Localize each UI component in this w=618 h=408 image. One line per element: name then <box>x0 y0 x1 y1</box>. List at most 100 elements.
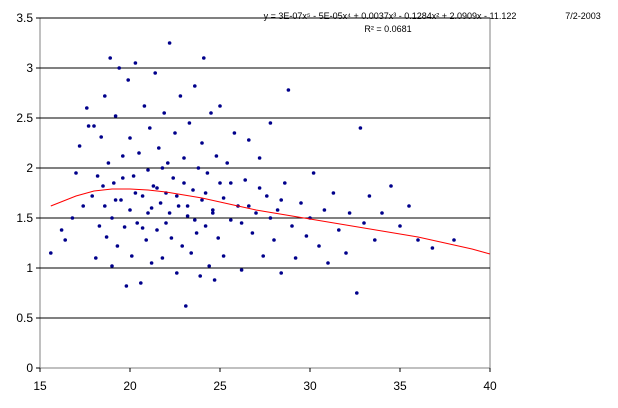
data-point <box>182 156 186 160</box>
data-point <box>283 181 287 185</box>
data-point <box>133 191 138 195</box>
data-point <box>155 186 159 190</box>
x-tick-label: 20 <box>123 379 137 393</box>
y-tick-label: 3.5 <box>16 11 33 25</box>
y-axis-ticks: 0 0.5 1 1.5 2 2.5 3 3.5 <box>16 11 40 375</box>
data-point <box>182 181 186 185</box>
data-point <box>121 154 125 158</box>
data-point <box>126 78 130 82</box>
data-points <box>49 41 456 308</box>
data-point <box>121 176 125 180</box>
data-point <box>92 124 96 128</box>
data-point <box>398 224 402 228</box>
data-point <box>211 208 215 212</box>
data-point <box>81 204 85 208</box>
data-point <box>254 211 258 215</box>
data-point <box>326 261 330 265</box>
data-point <box>250 231 255 235</box>
data-point <box>268 216 273 220</box>
data-point <box>331 191 336 195</box>
data-point <box>272 238 276 242</box>
data-point <box>139 281 143 285</box>
data-point <box>140 194 145 198</box>
data-point <box>133 61 138 65</box>
x-tick-label: 15 <box>33 379 47 393</box>
data-point <box>196 166 201 170</box>
data-point <box>142 104 147 108</box>
data-point <box>218 181 222 185</box>
data-point <box>149 261 154 265</box>
r-squared-label: R² = 0.0681 <box>364 24 411 34</box>
data-point <box>191 188 195 192</box>
data-point <box>167 211 172 215</box>
y-tick-label: 3 <box>26 61 33 75</box>
data-point <box>189 251 193 255</box>
data-point <box>317 244 321 248</box>
y-tick-label: 0.5 <box>16 311 33 325</box>
data-point <box>151 184 156 188</box>
data-point <box>119 198 123 202</box>
data-point <box>113 198 118 202</box>
data-point <box>173 131 177 135</box>
data-point <box>218 104 222 108</box>
data-point <box>148 126 152 130</box>
data-point <box>344 251 348 255</box>
data-point <box>265 194 269 198</box>
data-point <box>247 138 251 142</box>
data-point <box>110 216 114 220</box>
data-point <box>103 94 107 98</box>
data-point <box>293 256 298 260</box>
data-point <box>108 56 112 60</box>
data-point <box>63 238 67 242</box>
data-point <box>261 254 266 258</box>
data-point <box>221 196 226 200</box>
data-point <box>209 111 213 115</box>
data-point <box>85 106 89 110</box>
x-tick-label: 30 <box>303 379 317 393</box>
data-point <box>169 236 174 240</box>
x-axis-ticks: 15 20 25 30 35 40 <box>33 368 497 393</box>
data-point <box>430 246 435 250</box>
data-point <box>146 168 150 172</box>
data-point <box>70 216 75 220</box>
trendline-equation: y = 3E-07x⁵ - 5E-05x⁴ + 0.0037x³ - 0.128… <box>264 11 517 21</box>
data-point <box>452 238 456 242</box>
data-point <box>203 224 208 228</box>
data-point <box>117 66 121 70</box>
data-point <box>239 268 244 272</box>
data-point <box>155 228 159 232</box>
data-point <box>101 184 105 188</box>
y-tick-label: 1 <box>26 261 33 275</box>
data-point <box>304 234 309 238</box>
data-point <box>135 221 139 225</box>
data-point <box>247 204 251 208</box>
y-tick-label: 1.5 <box>16 211 33 225</box>
data-point <box>212 278 217 282</box>
data-point <box>299 201 303 205</box>
data-point <box>185 214 190 218</box>
data-point <box>373 238 377 242</box>
data-point <box>128 208 132 212</box>
data-point <box>180 244 184 248</box>
data-point <box>214 154 219 158</box>
trendline <box>50 188 491 255</box>
data-point <box>149 206 154 210</box>
plot-area <box>39 17 491 369</box>
data-point <box>225 161 229 165</box>
data-point <box>137 151 141 155</box>
data-point <box>124 284 129 288</box>
data-point <box>198 274 202 278</box>
data-point <box>416 238 420 242</box>
data-point <box>59 228 64 232</box>
data-point <box>337 228 341 232</box>
data-point <box>203 191 208 195</box>
data-point <box>279 271 284 275</box>
data-point <box>164 221 168 225</box>
data-point <box>166 161 170 165</box>
data-point <box>275 208 280 212</box>
data-point <box>74 171 78 175</box>
x-tick-label: 40 <box>483 379 497 393</box>
data-point <box>90 194 94 198</box>
data-point <box>229 181 233 185</box>
